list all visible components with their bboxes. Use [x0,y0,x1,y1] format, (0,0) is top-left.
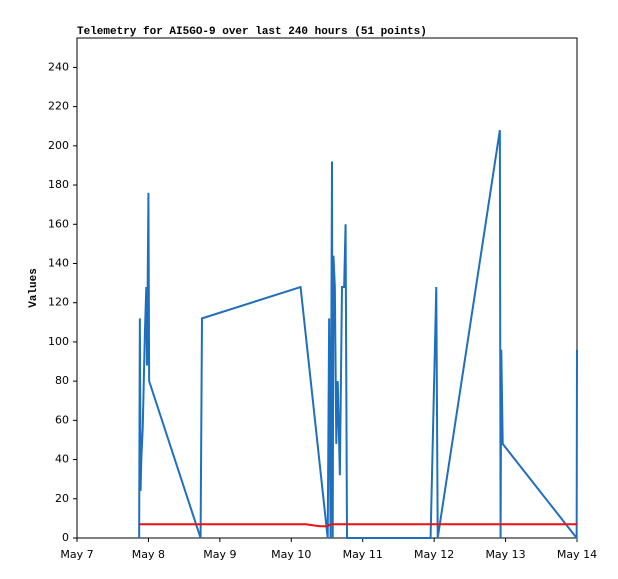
x-tick-label: May 11 [343,548,383,561]
y-axis-label: Values [28,268,40,308]
y-tick-label: 220 [48,100,69,113]
chart-title: Telemetry for AI5GO-9 over last 240 hour… [77,26,427,38]
data-line [138,130,578,541]
y-tick-label: 40 [55,453,69,466]
plot-frame [76,37,578,539]
x-tick-label: May 7 [60,548,93,561]
y-tick-label: 200 [48,139,69,152]
x-tick-label: May 13 [485,548,525,561]
y-tick-label: 180 [48,178,69,191]
data-line [139,523,577,528]
x-tick-label: May 12 [414,548,454,561]
y-tick-label: 0 [62,531,69,544]
y-tick-label: 20 [55,492,69,505]
y-tick-label: 120 [48,296,69,309]
y-tick-label: 80 [55,374,69,387]
y-tick-label: 140 [48,256,69,269]
x-tick-label: May 14 [557,548,597,561]
y-tick-label: 60 [55,413,69,426]
y-tick-label: 240 [48,60,69,73]
y-tick-label: 100 [48,335,69,348]
x-tick-label: May 8 [132,548,165,561]
x-tick-label: May 10 [271,548,311,561]
y-tick-label: 160 [48,217,69,230]
x-tick-label: May 9 [203,548,236,561]
